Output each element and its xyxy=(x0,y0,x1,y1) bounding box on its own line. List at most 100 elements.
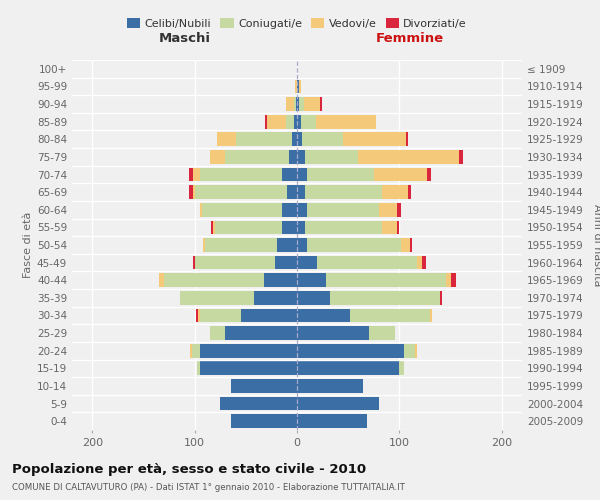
Bar xyxy=(297,362,399,375)
Text: Popolazione per età, sesso e stato civile - 2010: Popolazione per età, sesso e stato civil… xyxy=(12,462,366,475)
Text: Femmine: Femmine xyxy=(376,32,443,45)
Bar xyxy=(297,97,322,111)
Bar xyxy=(220,396,297,410)
Bar xyxy=(297,308,432,322)
Bar xyxy=(297,97,304,111)
Bar xyxy=(195,186,297,199)
Bar xyxy=(297,203,401,216)
Bar xyxy=(197,362,297,375)
Bar xyxy=(181,291,297,304)
Bar xyxy=(264,274,297,287)
Bar xyxy=(297,220,305,234)
Bar xyxy=(200,168,297,181)
Bar xyxy=(203,238,297,252)
Bar xyxy=(297,344,416,358)
Bar xyxy=(297,203,379,216)
Bar xyxy=(159,274,297,287)
Bar xyxy=(297,150,358,164)
Bar xyxy=(297,414,367,428)
Bar xyxy=(297,344,404,358)
Bar xyxy=(297,256,317,270)
Bar xyxy=(210,326,297,340)
Bar xyxy=(215,220,297,234)
Bar xyxy=(297,186,382,199)
Bar xyxy=(297,379,364,393)
Bar xyxy=(297,414,367,428)
Bar xyxy=(191,344,297,358)
Bar xyxy=(297,274,326,287)
Bar xyxy=(200,362,297,375)
Bar xyxy=(193,256,297,270)
Bar xyxy=(159,274,297,287)
Bar xyxy=(297,186,305,199)
Bar xyxy=(210,150,297,164)
Bar xyxy=(297,186,410,199)
Bar xyxy=(297,396,379,410)
Bar xyxy=(220,396,297,410)
Bar xyxy=(297,80,299,94)
Bar xyxy=(236,132,297,146)
Bar xyxy=(297,291,440,304)
Bar xyxy=(297,97,320,111)
Bar xyxy=(188,186,297,199)
Bar xyxy=(230,379,297,393)
Bar xyxy=(297,379,364,393)
Bar xyxy=(297,220,397,234)
Bar xyxy=(241,308,297,322)
Bar xyxy=(297,132,409,146)
Text: COMUNE DI CALTAVUTURO (PA) - Dati ISTAT 1° gennaio 2010 - Elaborazione TUTTAITAL: COMUNE DI CALTAVUTURO (PA) - Dati ISTAT … xyxy=(12,484,405,492)
Bar xyxy=(297,344,416,358)
Bar xyxy=(226,326,297,340)
Bar xyxy=(297,362,404,375)
Bar xyxy=(220,396,297,410)
Bar xyxy=(297,396,379,410)
Bar xyxy=(297,274,451,287)
Bar xyxy=(230,414,297,428)
Bar xyxy=(297,150,305,164)
Bar xyxy=(200,203,297,216)
Bar xyxy=(297,326,395,340)
Bar xyxy=(297,97,299,111)
Bar xyxy=(205,238,297,252)
Bar xyxy=(297,396,379,410)
Bar xyxy=(210,326,297,340)
Bar xyxy=(297,168,427,181)
Bar xyxy=(292,132,297,146)
Bar xyxy=(297,150,463,164)
Bar xyxy=(297,326,395,340)
Bar xyxy=(297,132,343,146)
Bar xyxy=(230,379,297,393)
Text: Maschi: Maschi xyxy=(158,32,211,45)
Bar xyxy=(213,220,297,234)
Bar xyxy=(295,80,297,94)
Bar xyxy=(297,274,446,287)
Bar xyxy=(197,362,297,375)
Bar xyxy=(297,80,299,94)
Bar xyxy=(195,256,297,270)
Bar xyxy=(193,168,297,181)
Bar xyxy=(211,220,297,234)
Bar xyxy=(297,274,455,287)
Y-axis label: Anni di nascita: Anni di nascita xyxy=(592,204,600,286)
Bar xyxy=(198,308,297,322)
Bar xyxy=(230,414,297,428)
Bar xyxy=(297,132,406,146)
Bar xyxy=(210,326,297,340)
Bar xyxy=(281,203,297,216)
Bar xyxy=(268,115,297,128)
Bar xyxy=(275,256,297,270)
Bar xyxy=(230,414,297,428)
Bar xyxy=(297,238,412,252)
Bar xyxy=(297,220,399,234)
Bar xyxy=(281,220,297,234)
Bar xyxy=(297,238,307,252)
Bar xyxy=(295,80,297,94)
Bar xyxy=(210,150,297,164)
Bar xyxy=(200,344,297,358)
Bar xyxy=(297,326,395,340)
Bar xyxy=(188,168,297,181)
Bar xyxy=(297,326,368,340)
Bar xyxy=(226,150,297,164)
Bar xyxy=(297,203,307,216)
Bar xyxy=(297,80,301,94)
